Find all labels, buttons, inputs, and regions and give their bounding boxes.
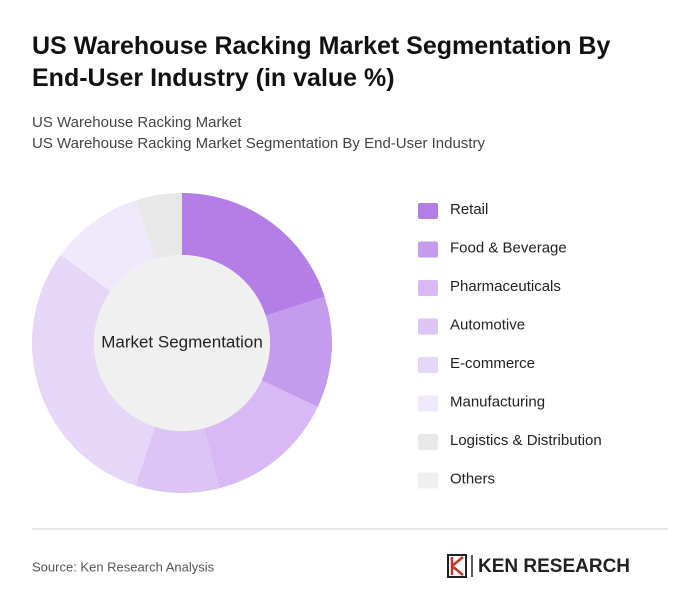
- legend-swatch: [418, 434, 438, 450]
- legend-swatch: [418, 203, 438, 219]
- logo-icon: [447, 554, 467, 578]
- wedge: [135, 193, 182, 260]
- wedge: [135, 426, 220, 493]
- subtitle: US Warehouse Racking Market: [32, 114, 242, 131]
- wedge: [182, 193, 325, 316]
- wedge: [31, 254, 155, 486]
- logo-icon: [450, 556, 464, 576]
- logo-text: KEN RESEARCH: [478, 556, 630, 577]
- legend-swatch: [418, 472, 438, 489]
- wedge: [60, 200, 155, 292]
- legend-label: Pharmaceuticals: [450, 278, 561, 295]
- logo: KEN RESEARCH: [447, 554, 630, 578]
- legend-label: Retail: [450, 201, 488, 218]
- legend-label: Logistics & Distribution: [450, 432, 602, 449]
- legend-label: Automotive: [450, 316, 525, 333]
- legend-swatch: [418, 280, 438, 296]
- legend-label: Manufacturing: [450, 393, 545, 410]
- chart-title: US Warehouse Racking Market Segmentation…: [32, 32, 611, 92]
- legend-swatch: [418, 395, 438, 412]
- legend-swatch: [418, 318, 438, 335]
- wedge: [203, 380, 318, 489]
- legend-label: Food & Beverage: [450, 239, 567, 256]
- legend-swatch: [418, 357, 438, 373]
- center-label: Market Segmentation: [101, 332, 263, 351]
- wedge: [261, 296, 332, 407]
- donut-hole: [94, 255, 270, 431]
- source: Source: Ken Research Analysis: [32, 559, 215, 574]
- subtitle: US Warehouse Racking Market Segmentation…: [32, 135, 485, 152]
- legend-swatch: [418, 241, 438, 258]
- legend-label: E-commerce: [450, 355, 535, 372]
- legend-label: Others: [450, 470, 495, 487]
